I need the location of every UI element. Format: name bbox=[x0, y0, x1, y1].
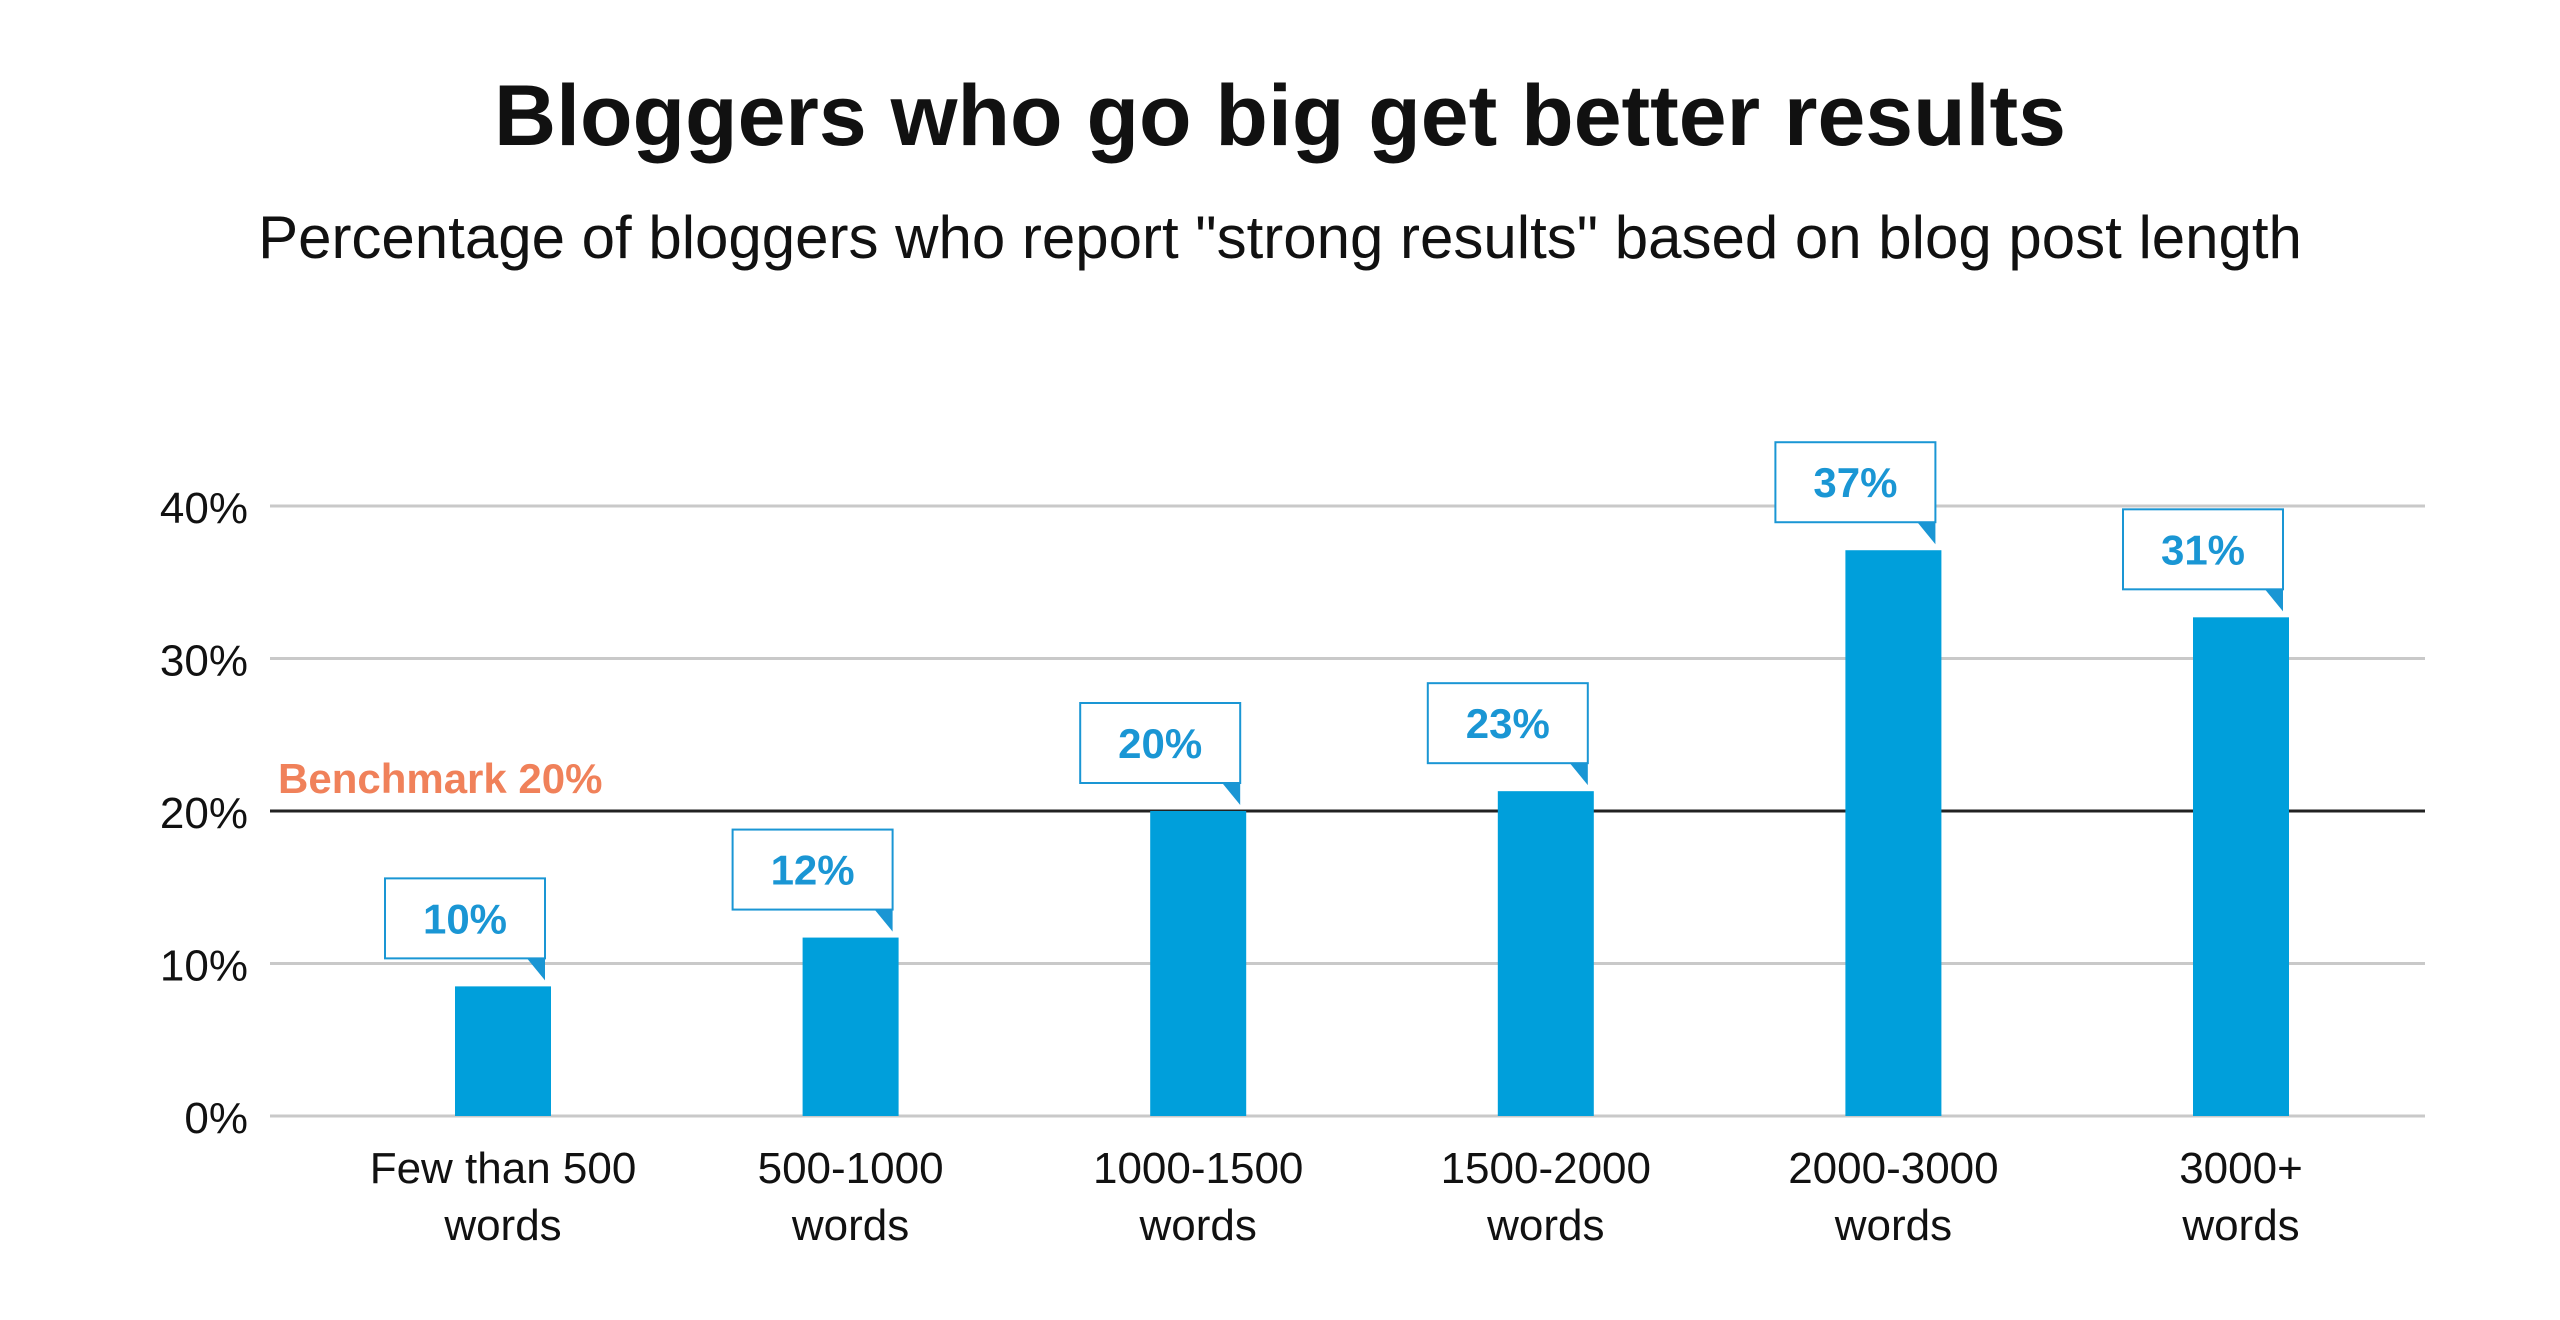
x-tick-label: 500-1000 bbox=[758, 1144, 944, 1193]
data-label-pointer bbox=[2265, 589, 2283, 612]
y-tick-label: 10% bbox=[160, 942, 248, 991]
bar bbox=[1845, 550, 1942, 1116]
x-tick-label: words bbox=[1139, 1201, 1257, 1250]
bar bbox=[802, 937, 899, 1116]
x-axis-group: Few than 500 words 500-1000 words 1000-1500 w… bbox=[370, 1144, 2303, 1250]
bar bbox=[455, 986, 551, 1116]
benchmark-label: Benchmark 20% bbox=[278, 755, 603, 802]
data-labels-group: 10% 12% 20% 23% 37% 31% bbox=[384, 441, 2284, 981]
bars-group bbox=[455, 550, 2289, 1116]
y-tick-label: 30% bbox=[160, 637, 248, 686]
data-label-pointer bbox=[1222, 783, 1241, 805]
benchmark-group: Benchmark 20% bbox=[270, 755, 2425, 813]
chart-subtitle: Percentage of bloggers who report "stron… bbox=[258, 204, 2302, 271]
data-label-pointer bbox=[1917, 522, 1936, 545]
data-label-pointer bbox=[527, 958, 545, 981]
y-tick-label: 40% bbox=[160, 484, 248, 533]
chart-title: Bloggers who go big get better results bbox=[494, 68, 2066, 164]
data-label-box bbox=[2122, 508, 2284, 591]
x-tick-label: words bbox=[1834, 1201, 1952, 1250]
x-tick-label: words bbox=[443, 1201, 561, 1250]
x-tick-label: Few than 500 bbox=[370, 1144, 637, 1193]
y-tick-label: 0% bbox=[184, 1094, 248, 1143]
data-label: 12% bbox=[771, 847, 855, 894]
bar bbox=[2193, 617, 2289, 1116]
x-tick-label: 1000-1500 bbox=[1093, 1144, 1303, 1193]
data-label-box bbox=[1774, 441, 1937, 524]
y-tick-label: 20% bbox=[160, 789, 248, 838]
data-label-pointer bbox=[1569, 763, 1588, 786]
x-tick-label: words bbox=[791, 1201, 909, 1250]
data-label: 23% bbox=[1466, 700, 1550, 747]
x-tick-label: 2000-3000 bbox=[1788, 1144, 1998, 1193]
data-label-box bbox=[1426, 682, 1589, 765]
y-axis-group: 0% 10% 20% 30% 40% bbox=[160, 484, 248, 1143]
bar bbox=[1497, 791, 1594, 1116]
x-tick-label: 3000+ bbox=[2179, 1144, 2303, 1193]
data-label: 10% bbox=[423, 895, 507, 942]
data-label-box bbox=[1079, 702, 1242, 784]
x-tick-label: 1500-2000 bbox=[1441, 1144, 1651, 1193]
data-label: 20% bbox=[1118, 720, 1202, 767]
x-tick-label: words bbox=[2181, 1201, 2299, 1250]
bar bbox=[1150, 811, 1247, 1116]
x-tick-label: words bbox=[1486, 1201, 1604, 1250]
data-label-box bbox=[384, 877, 546, 960]
data-label-pointer bbox=[874, 909, 893, 932]
data-label-box bbox=[731, 828, 894, 911]
data-label: 37% bbox=[1813, 459, 1897, 506]
data-label: 31% bbox=[2161, 526, 2245, 573]
